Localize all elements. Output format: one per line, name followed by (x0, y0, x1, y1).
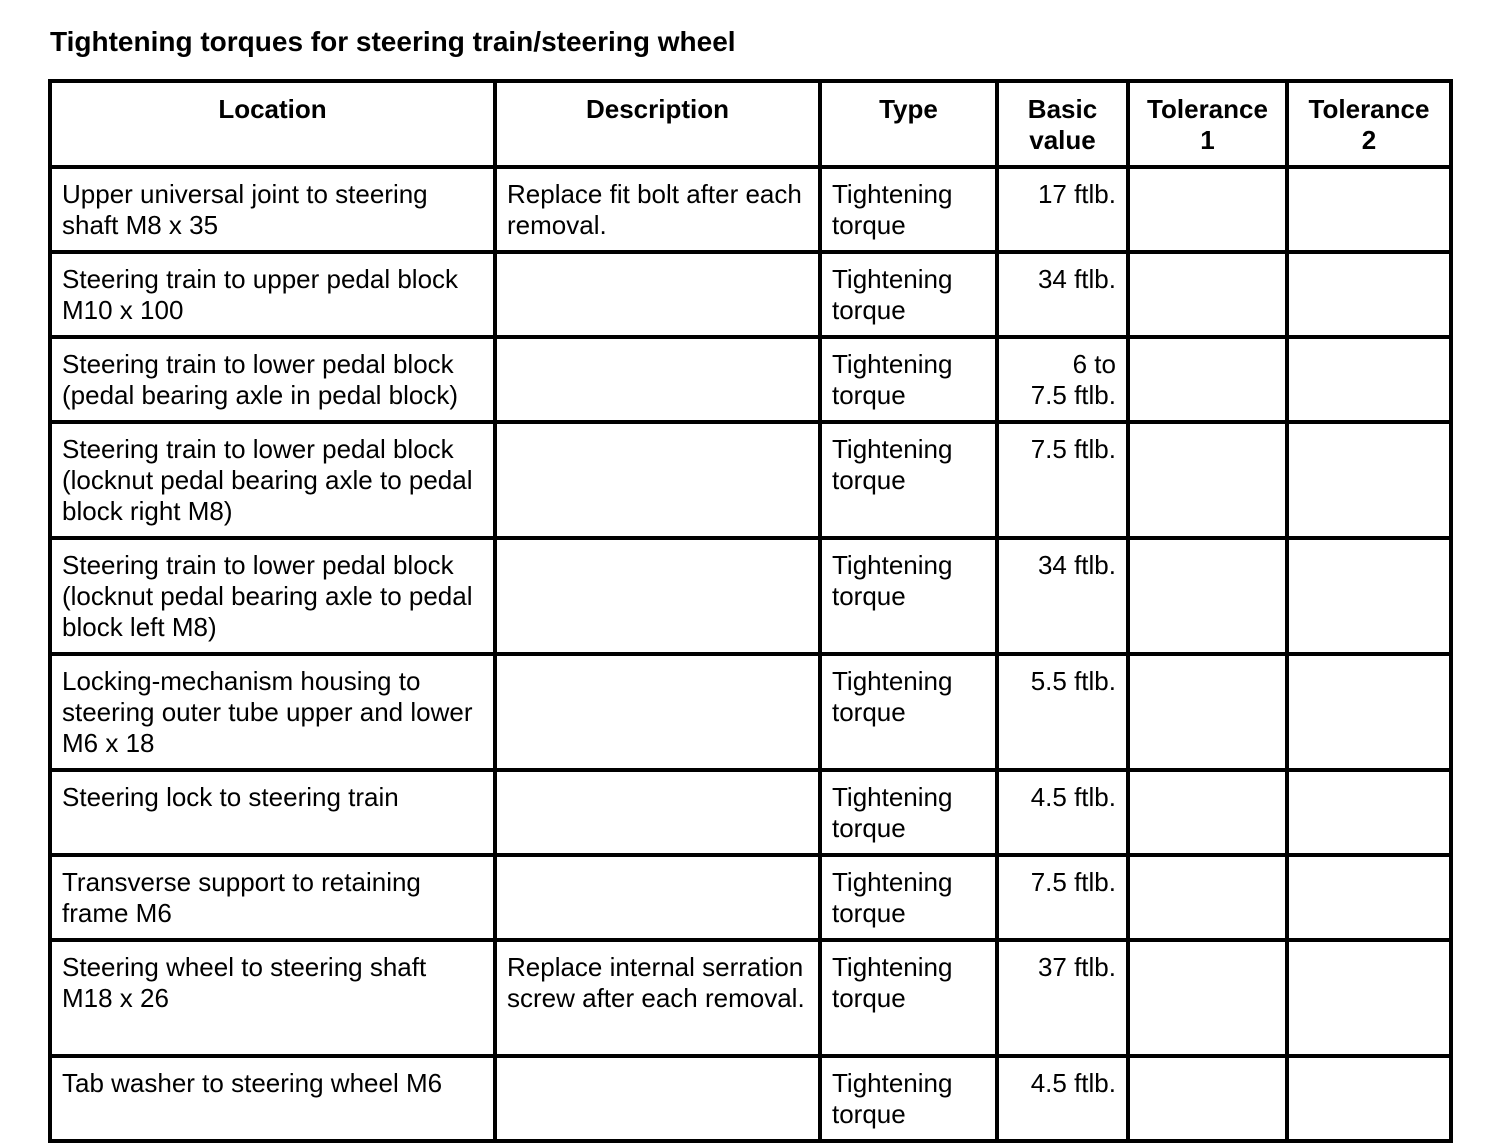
table-row: Tab washer to steering wheel M6 Tighteni… (48, 1054, 1453, 1143)
cell-tolerance-1 (1126, 1054, 1289, 1143)
cell-basic-value: 34 ftlb. (995, 536, 1130, 656)
table-row: Transverse support to retaining frame M6… (48, 853, 1453, 942)
cell-tolerance-1 (1126, 536, 1289, 656)
cell-type: Tightening torque (818, 250, 999, 339)
cell-location: Steering wheel to steering shaft M18 x 2… (48, 938, 497, 1058)
cell-basic-value: 17 ftlb. (995, 165, 1130, 254)
cell-tolerance-2 (1285, 853, 1453, 942)
header-type: Type (818, 79, 999, 169)
table-row: Steering train to lower pedal block (loc… (48, 536, 1453, 656)
cell-basic-value: 6 to 7.5 ftlb. (995, 335, 1130, 424)
cell-description (493, 335, 822, 424)
header-tolerance-2: Tolerance 2 (1285, 79, 1453, 169)
cell-description (493, 250, 822, 339)
cell-tolerance-1 (1126, 250, 1289, 339)
cell-location: Steering train to lower pedal block (loc… (48, 420, 497, 540)
cell-basic-value: 34 ftlb. (995, 250, 1130, 339)
cell-location: Steering train to upper pedal block M10 … (48, 250, 497, 339)
table-row: Upper universal joint to steering shaft … (48, 165, 1453, 254)
cell-tolerance-2 (1285, 768, 1453, 857)
table-header-row: Location Description Type Basic value Tol… (48, 79, 1453, 169)
cell-tolerance-2 (1285, 536, 1453, 656)
cell-tolerance-1 (1126, 652, 1289, 772)
header-basic-value: Basic value (995, 79, 1130, 169)
cell-type: Tightening torque (818, 165, 999, 254)
table-row: Steering train to upper pedal block M10 … (48, 250, 1453, 339)
cell-type: Tightening torque (818, 938, 999, 1058)
cell-description (493, 768, 822, 857)
table-row: Steering wheel to steering shaft M18 x 2… (48, 938, 1453, 1058)
cell-description (493, 420, 822, 540)
header-tolerance-1: Tolerance 1 (1126, 79, 1289, 169)
cell-location: Locking-mechanism housing to steering ou… (48, 652, 497, 772)
cell-tolerance-2 (1285, 652, 1453, 772)
table-row: Locking-mechanism housing to steering ou… (48, 652, 1453, 772)
cell-location: Tab washer to steering wheel M6 (48, 1054, 497, 1143)
cell-basic-value: 4.5 ftlb. (995, 768, 1130, 857)
cell-tolerance-1 (1126, 938, 1289, 1058)
cell-tolerance-2 (1285, 420, 1453, 540)
cell-description (493, 853, 822, 942)
cell-type: Tightening torque (818, 853, 999, 942)
table-row: Steering train to lower pedal block (ped… (48, 335, 1453, 424)
cell-basic-value: 7.5 ftlb. (995, 420, 1130, 540)
cell-tolerance-2 (1285, 165, 1453, 254)
cell-tolerance-1 (1126, 768, 1289, 857)
cell-tolerance-1 (1126, 420, 1289, 540)
cell-basic-value: 37 ftlb. (995, 938, 1130, 1058)
cell-type: Tightening torque (818, 1054, 999, 1143)
cell-tolerance-1 (1126, 165, 1289, 254)
cell-location: Transverse support to retaining frame M6 (48, 853, 497, 942)
cell-location: Steering lock to steering train (48, 768, 497, 857)
cell-basic-value: 7.5 ftlb. (995, 853, 1130, 942)
cell-type: Tightening torque (818, 536, 999, 656)
cell-tolerance-2 (1285, 938, 1453, 1058)
cell-type: Tightening torque (818, 768, 999, 857)
cell-tolerance-2 (1285, 335, 1453, 424)
header-location: Location (48, 79, 497, 169)
cell-tolerance-2 (1285, 250, 1453, 339)
torque-table: Location Description Type Basic value Tol… (48, 79, 1453, 1143)
cell-location: Steering train to lower pedal block (ped… (48, 335, 497, 424)
cell-type: Tightening torque (818, 652, 999, 772)
cell-tolerance-1 (1126, 853, 1289, 942)
cell-tolerance-2 (1285, 1054, 1453, 1143)
cell-description (493, 652, 822, 772)
cell-tolerance-1 (1126, 335, 1289, 424)
header-description: Description (493, 79, 822, 169)
cell-description: Replace internal serration screw after e… (493, 938, 822, 1058)
cell-description (493, 536, 822, 656)
cell-location: Upper universal joint to steering shaft … (48, 165, 497, 254)
cell-type: Tightening torque (818, 335, 999, 424)
cell-description (493, 1054, 822, 1143)
cell-description: Replace fit bolt after each removal. (493, 165, 822, 254)
table-row: Steering train to lower pedal block (loc… (48, 420, 1453, 540)
cell-basic-value: 5.5 ftlb. (995, 652, 1130, 772)
cell-basic-value: 4.5 ftlb. (995, 1054, 1130, 1143)
table-row: Steering lock to steering train Tighteni… (48, 768, 1453, 857)
page-title: Tightening torques for steering train/st… (50, 26, 736, 57)
cell-location: Steering train to lower pedal block (loc… (48, 536, 497, 656)
cell-type: Tightening torque (818, 420, 999, 540)
